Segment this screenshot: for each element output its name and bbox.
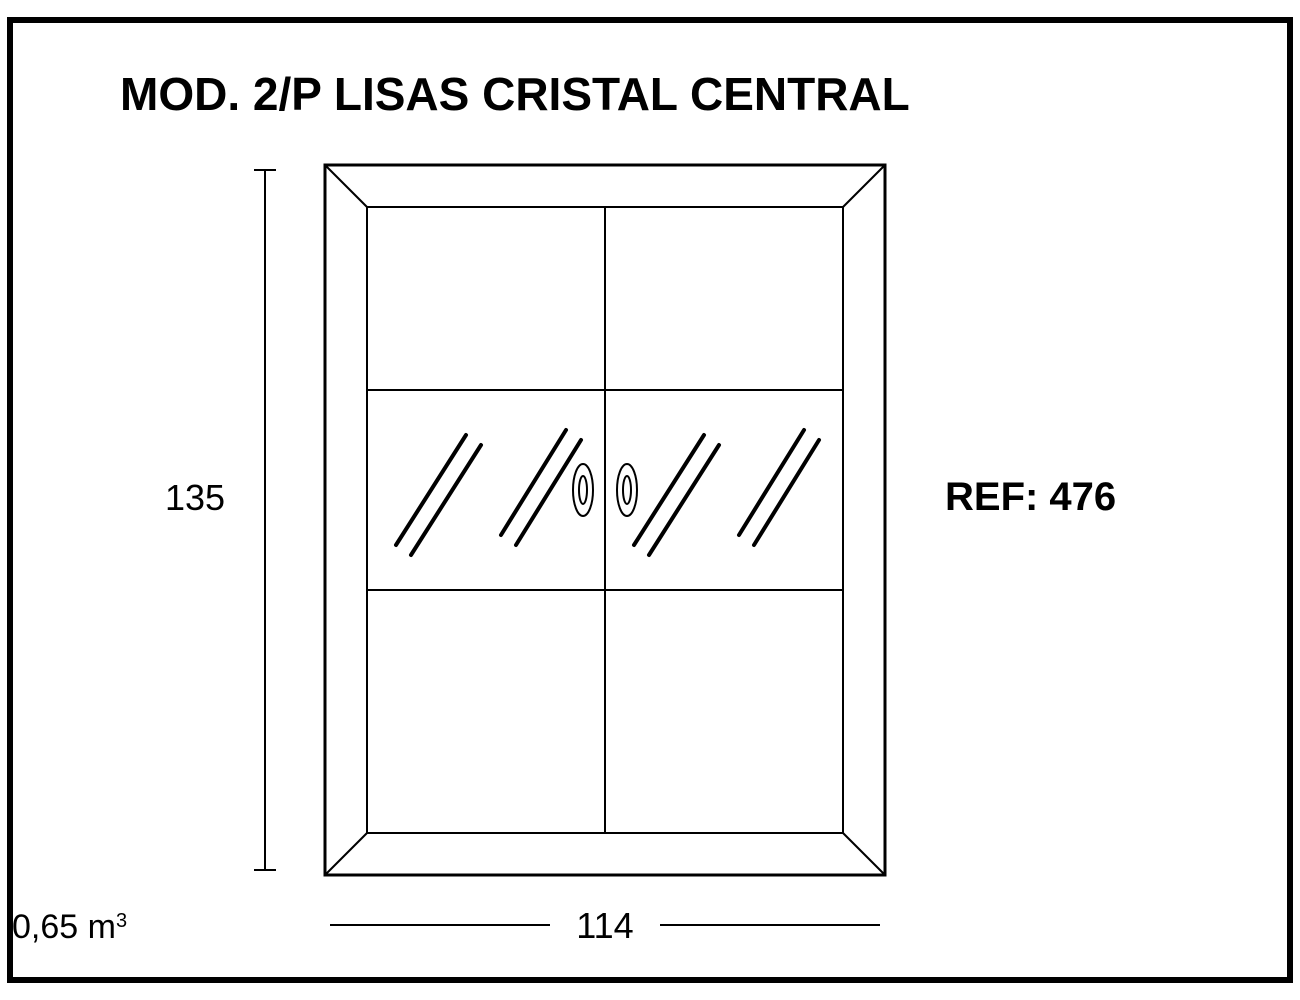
mitre-line [325, 165, 367, 207]
mitre-line [843, 165, 885, 207]
reference-label: REF: 476 [945, 475, 1116, 519]
cabinet-drawing [325, 165, 885, 875]
glass-reflection [411, 445, 481, 555]
dim-width-label: 114 [576, 905, 633, 946]
glass-reflection [649, 445, 719, 555]
mitre-line [325, 833, 367, 875]
left-handle-inner [579, 476, 587, 504]
dim-height-label: 135 [165, 477, 225, 518]
glass-reflection [396, 435, 466, 545]
volume-label: 0,65 m3 [12, 908, 127, 946]
right-handle [617, 464, 637, 516]
technical-drawing: MOD. 2/P LISAS CRISTAL CENTRAL REF: 476 13… [0, 0, 1300, 1000]
left-handle [573, 464, 593, 516]
mitre-line [843, 833, 885, 875]
right-handle-inner [623, 476, 631, 504]
model-title: MOD. 2/P LISAS CRISTAL CENTRAL [120, 68, 910, 120]
glass-reflection [634, 435, 704, 545]
